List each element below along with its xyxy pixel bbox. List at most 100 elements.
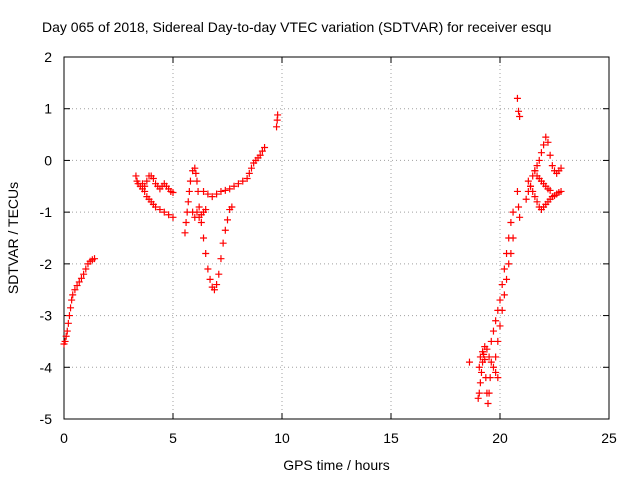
data-point-marker [492,317,500,325]
data-point-marker [221,186,229,194]
data-point-marker [481,356,489,364]
data-point-marker [540,141,548,149]
data-point-marker [217,255,225,263]
data-point-marker [544,138,552,146]
data-point-marker [215,270,223,278]
data-point-marker [221,226,229,234]
data-point-marker [484,399,492,407]
data-point-marker [185,187,193,195]
data-point-marker [492,368,500,376]
data-point-marker [487,337,495,345]
data-point-marker [213,281,221,289]
data-point-marker [498,306,506,314]
data-point-marker [195,203,203,211]
data-point-marker [476,379,484,387]
y-tick-label: 2 [44,49,52,65]
data-point-marker [206,275,214,283]
data-point-marker [500,291,508,299]
data-point-marker [156,206,164,214]
data-point-marker [228,203,236,211]
x-tick-label: 5 [169,430,177,446]
data-point-marker [465,358,473,366]
data-point-marker [169,213,177,221]
data-point-marker [477,368,485,376]
data-point-marker [483,345,491,353]
data-point-marker [513,187,521,195]
data-point-marker [485,389,493,397]
data-point-marker [515,107,523,115]
data-point-marker [65,312,73,320]
data-point-marker [169,188,177,196]
data-point-marker [535,156,543,164]
data-point-marker [485,353,493,361]
data-point-marker [533,198,541,206]
data-point-marker [210,286,218,294]
data-point-marker [69,291,77,299]
data-point-marker [524,177,532,185]
y-axis-label: SDTVAR / TECUs [5,182,21,294]
data-point-marker [208,193,216,201]
data-point-marker [182,218,190,226]
data-point-marker [62,332,70,340]
data-point-marker [197,218,205,226]
data-point-marker [476,353,484,361]
data-point-marker [165,211,173,219]
data-point-marker [522,195,530,203]
data-point-marker [73,282,81,290]
data-point-marker [474,394,482,402]
data-point-marker [68,296,76,304]
data-points [60,94,565,407]
data-point-marker [230,182,238,190]
data-point-marker [245,169,253,177]
data-point-marker [546,186,554,194]
data-point-marker [63,327,71,335]
data-point-marker [77,274,85,282]
data-point-marker [475,363,483,371]
data-point-marker [513,94,521,102]
data-point-marker [515,203,523,211]
y-tick-label: -5 [40,411,53,427]
data-point-marker [487,358,495,366]
data-point-marker [149,175,157,183]
y-tick-label: 1 [44,101,52,117]
data-point-marker [492,353,500,361]
y-tick-label: 0 [44,152,52,168]
data-point-marker [500,265,508,273]
data-point-marker [193,208,201,216]
data-point-marker [537,149,545,157]
data-point-marker [160,208,168,216]
data-point-marker [527,182,535,190]
data-point-marker [141,182,149,190]
data-point-marker [261,144,269,151]
data-point-marker [529,187,537,195]
data-point-marker [274,111,282,119]
data-point-marker [546,151,554,159]
grid [64,57,609,419]
data-point-marker [494,337,502,345]
x-tick-label: 20 [492,430,508,446]
data-point-marker [213,190,221,198]
data-point-marker [152,203,160,211]
data-point-marker [202,250,210,258]
data-point-marker [67,304,75,312]
data-point-marker [191,164,199,172]
plot-frame [63,56,610,420]
data-point-marker [507,250,515,258]
data-point-marker [219,239,227,247]
data-point-marker [239,177,247,185]
x-tick-label: 15 [383,430,399,446]
data-point-marker [557,187,565,195]
data-point-marker [496,296,504,304]
data-point-marker [509,234,517,242]
data-point-marker [204,190,212,198]
data-point-marker [64,319,72,327]
data-point-marker [80,270,88,278]
data-point-marker [243,175,251,183]
data-point-marker [505,260,513,268]
data-point-marker [498,281,506,289]
y-tick-label: -2 [40,256,53,272]
data-point-marker [256,151,264,159]
data-point-marker [496,322,504,330]
x-tick-labels: 0 5 10 15 20 25 [60,430,617,446]
y-tick-label: -1 [40,204,53,220]
